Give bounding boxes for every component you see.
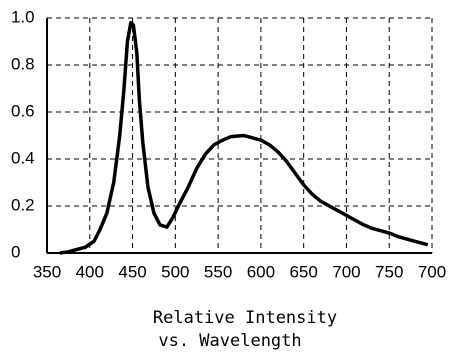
x-tick-label: 350 xyxy=(33,262,61,281)
x-tick-label: 600 xyxy=(247,262,275,281)
y-tick-label: 0.4 xyxy=(11,148,35,167)
y-tick-label: 0.8 xyxy=(11,54,35,73)
y-tick-label: 0.6 xyxy=(11,101,35,120)
chart-title: Relative Intensity xyxy=(153,308,337,328)
x-tick-label: 650 xyxy=(289,262,317,281)
x-tick-label: 700 xyxy=(332,262,360,281)
y-tick-label: 0 xyxy=(11,242,20,261)
x-tick-label: 400 xyxy=(76,262,104,281)
line xyxy=(59,20,429,255)
x-tick-label: 750 xyxy=(375,262,403,281)
y-tick-label: 1.0 xyxy=(11,7,35,26)
chart-subtitle: vs. Wavelength xyxy=(158,331,301,351)
x-tick-label: 500 xyxy=(161,262,189,281)
x-tick-label: 450 xyxy=(118,262,146,281)
x-tick-label: 700 xyxy=(418,262,446,281)
y-tick-label: 0.2 xyxy=(11,195,35,214)
x-tick-label: 550 xyxy=(204,262,232,281)
